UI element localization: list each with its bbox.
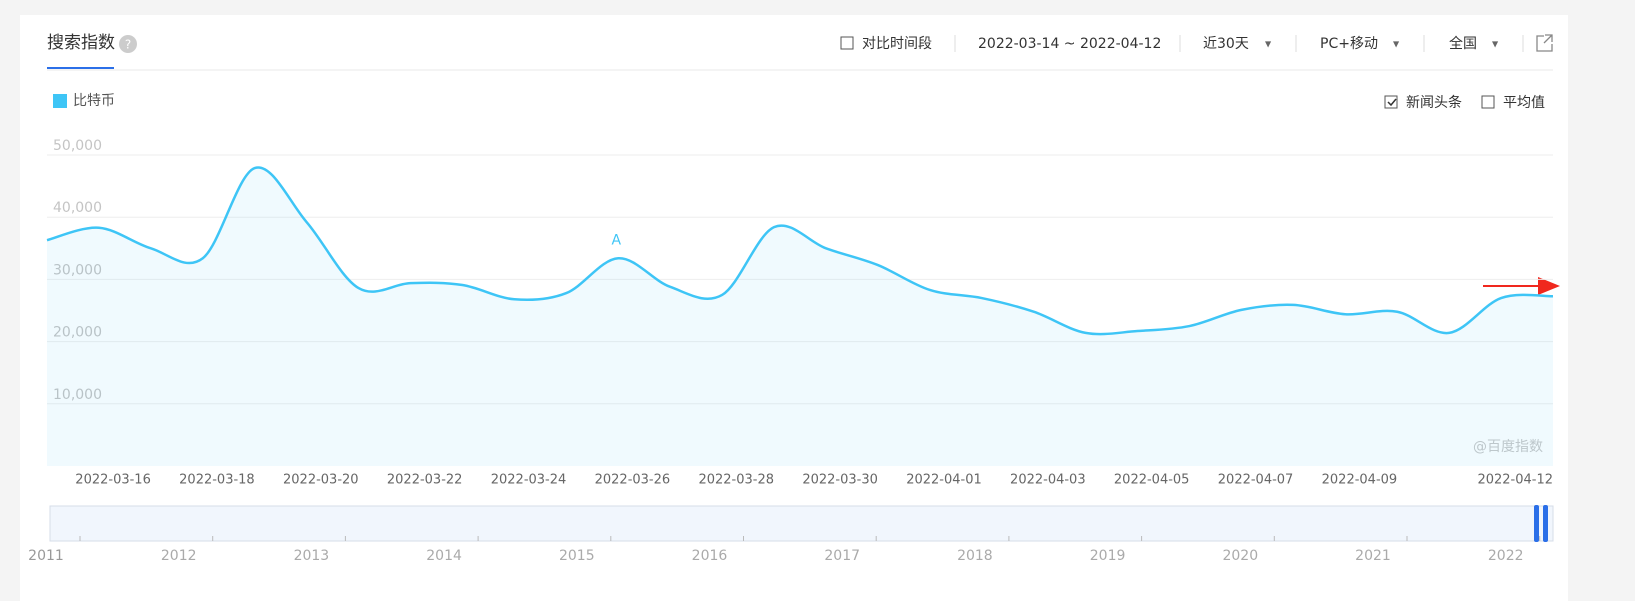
nav-year: 2020 (1222, 548, 1258, 564)
legend-label[interactable]: 比特币 (73, 93, 115, 109)
nav-handle[interactable] (1543, 505, 1548, 542)
y-tick-label: 40,000 (53, 200, 102, 216)
separators (954, 35, 1524, 52)
x-tick-label: 2022-03-28 (698, 473, 774, 488)
x-tick-label: 2022-03-22 (387, 473, 463, 488)
average-option[interactable]: 平均值 (1503, 95, 1545, 111)
x-tick-label: 2022-04-01 (906, 473, 982, 488)
x-tick-label: 2022-04-07 (1218, 473, 1294, 488)
region[interactable]: 全国 (1449, 35, 1477, 52)
check (1387, 98, 1397, 107)
svg-text:▼: ▼ (1492, 40, 1499, 49)
compare[interactable]: 对比时间段 (862, 36, 932, 52)
y-tick-label: 20,000 (53, 325, 102, 341)
nav-year: 2022 (1488, 548, 1524, 564)
news-option[interactable]: 新闻头条 (1406, 94, 1462, 111)
nav-year: 2011 (28, 548, 64, 564)
x-tick-label: 2022-04-09 (1322, 473, 1398, 488)
annotation: A (611, 232, 621, 248)
line (46, 166, 1554, 336)
tab-underline (47, 67, 114, 69)
area (47, 167, 1553, 467)
red-arrow (1483, 277, 1560, 295)
y-tick-label: 10,000 (53, 387, 102, 403)
nav-year: 2021 (1355, 548, 1391, 564)
x-tick-label: 2022-03-30 (802, 473, 878, 488)
nav-year: 2016 (692, 548, 728, 564)
nav-year: 2018 (957, 548, 993, 564)
nav-year: 2014 (426, 548, 462, 564)
navigator[interactable] (49, 505, 1554, 542)
checkbox[interactable] (1481, 95, 1495, 109)
x-tick-label: 2022-03-24 (491, 473, 567, 488)
y-tick-label: 50,000 (53, 138, 102, 154)
legend-swatch (53, 94, 67, 108)
help-mark: ? (125, 38, 131, 52)
nav-year: 2017 (824, 548, 860, 564)
help-icon[interactable] (119, 35, 137, 53)
x-tick-label: 2022-03-20 (283, 473, 359, 488)
device[interactable]: PC+移动 (1320, 36, 1378, 52)
dropdown-arrows: ▼ ▼ ▼ (1265, 40, 1499, 49)
watermark: @百度指数 (1473, 439, 1543, 455)
y-tick-label: 30,000 (53, 262, 102, 278)
x-tick-label: 2022-03-16 (75, 473, 151, 488)
x-tick-label: 2022-04-05 (1114, 473, 1190, 488)
checkbox[interactable] (840, 36, 854, 50)
svg-text:▼: ▼ (1393, 40, 1400, 49)
date-range[interactable]: 2022-03-14 ~ 2022-04-12 (978, 36, 1161, 52)
x-tick-label: 2022-04-12 (1477, 473, 1553, 488)
x-tick-label: 2022-03-18 (179, 473, 255, 488)
nav-year: 2019 (1090, 548, 1126, 564)
svg-text:▼: ▼ (1265, 40, 1272, 49)
title: 搜索指数 (47, 33, 115, 53)
export-icon[interactable] (1536, 34, 1553, 52)
nav-handle[interactable] (1534, 505, 1539, 542)
x-tick-label: 2022-04-03 (1010, 473, 1086, 488)
nav-year: 2015 (559, 548, 595, 564)
nav-year: 2013 (294, 548, 330, 564)
x-tick-label: 2022-03-26 (595, 473, 671, 488)
period[interactable]: 近30天 (1203, 36, 1249, 52)
nav-year: 2012 (161, 548, 197, 564)
checkbox[interactable] (1384, 95, 1398, 109)
